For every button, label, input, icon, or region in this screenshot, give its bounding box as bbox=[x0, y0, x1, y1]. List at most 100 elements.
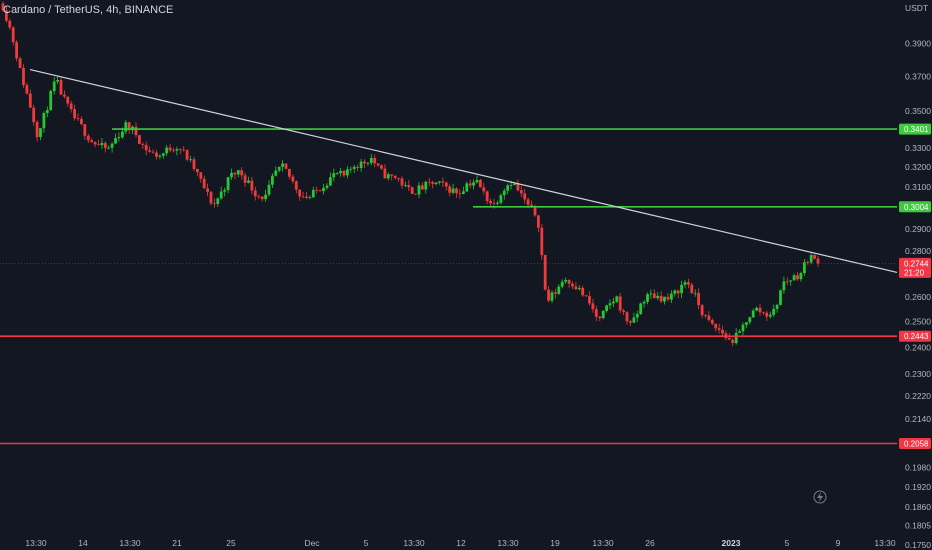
candle-body bbox=[305, 196, 308, 198]
candle-body bbox=[673, 290, 677, 294]
levels-layer bbox=[0, 128, 897, 445]
candle-body bbox=[175, 149, 179, 151]
x-tick-label: 5 bbox=[364, 538, 369, 548]
y-tick-label: 0.1805 bbox=[905, 521, 931, 531]
candle-body bbox=[635, 314, 639, 318]
candle-body bbox=[376, 163, 380, 166]
candle-body bbox=[369, 158, 373, 163]
candle-body bbox=[390, 174, 394, 176]
candle-body bbox=[298, 189, 302, 197]
x-tick-label: 2023 bbox=[722, 538, 741, 548]
candle-body bbox=[489, 200, 492, 204]
candle-body bbox=[165, 147, 169, 154]
candle-body bbox=[427, 181, 431, 183]
candle-body bbox=[768, 314, 772, 317]
candle-body bbox=[117, 137, 121, 139]
candle-body bbox=[540, 227, 544, 256]
x-axis[interactable]: 13:30 14 13:30 21 25 Dec 5 13:30 12 13:30 19 13:30 2… bbox=[25, 538, 896, 548]
candle-body bbox=[693, 292, 697, 294]
candle-body bbox=[758, 307, 762, 313]
candle-body bbox=[400, 178, 404, 186]
candle-body bbox=[257, 196, 261, 198]
candle-body bbox=[138, 135, 141, 144]
candle-body bbox=[185, 150, 189, 160]
candle-body bbox=[243, 175, 247, 183]
candle-body bbox=[670, 293, 673, 300]
y-tick-label: 0.2400 bbox=[905, 342, 931, 352]
candle-body bbox=[281, 163, 284, 167]
candle-body bbox=[216, 198, 220, 204]
candle-body bbox=[772, 308, 776, 315]
candle-body bbox=[294, 181, 298, 190]
candle-body bbox=[236, 170, 240, 175]
candle-body bbox=[274, 170, 278, 176]
candle-body bbox=[332, 173, 336, 178]
candle-body bbox=[608, 303, 612, 306]
level-price-label: 0.2058 bbox=[904, 440, 929, 449]
candle-body bbox=[499, 195, 503, 203]
candle-body bbox=[785, 281, 789, 283]
candle-body bbox=[656, 295, 660, 298]
x-tick-label: 9 bbox=[836, 538, 841, 548]
candle-body bbox=[352, 166, 356, 169]
y-tick-label: 0.1750 bbox=[905, 540, 931, 550]
y-tick-label: 0.2800 bbox=[905, 246, 931, 256]
candle-body bbox=[93, 142, 97, 145]
candle-body bbox=[441, 181, 445, 183]
candle-body bbox=[710, 320, 714, 324]
candle-body bbox=[206, 188, 209, 192]
candle-body bbox=[455, 188, 458, 194]
level-price-badge bbox=[899, 330, 931, 342]
candle-body bbox=[554, 292, 557, 294]
candle-body bbox=[209, 191, 213, 204]
level-price-label: 0.3401 bbox=[904, 125, 929, 134]
candle-body bbox=[479, 180, 482, 188]
candle-body bbox=[380, 165, 383, 169]
x-tick-label: 14 bbox=[78, 538, 88, 548]
candle-body bbox=[15, 42, 18, 59]
candle-body bbox=[465, 183, 469, 192]
y-tick-label: 0.1980 bbox=[905, 463, 931, 473]
y-tick-label: 0.1860 bbox=[905, 502, 931, 512]
candle-body bbox=[502, 190, 506, 196]
lightning-icon[interactable] bbox=[813, 490, 827, 504]
candle-body bbox=[550, 292, 554, 301]
candle-body bbox=[86, 135, 90, 141]
trendline[interactable] bbox=[29, 69, 898, 273]
candle-body bbox=[547, 289, 550, 301]
candle-body bbox=[612, 301, 615, 304]
candle-body bbox=[322, 187, 325, 192]
candle-body bbox=[663, 296, 666, 302]
candle-body bbox=[1, 3, 5, 11]
candle-body bbox=[151, 151, 155, 153]
candle-body bbox=[472, 182, 475, 186]
level-price-badge bbox=[899, 123, 931, 135]
candle-body bbox=[806, 262, 810, 264]
candle-body bbox=[196, 168, 199, 173]
candle-body bbox=[448, 186, 452, 193]
candle-body bbox=[107, 147, 111, 149]
currency-label: USDT bbox=[905, 3, 928, 13]
candle-body bbox=[731, 339, 735, 343]
candle-body bbox=[356, 166, 359, 168]
candle-body bbox=[404, 185, 407, 186]
last-price-badge bbox=[899, 257, 931, 278]
y-tick-label: 0.2500 bbox=[905, 317, 931, 327]
candle-body bbox=[639, 303, 643, 314]
x-tick-label: 19 bbox=[550, 538, 560, 548]
candle-body bbox=[277, 166, 281, 171]
candle-body bbox=[462, 191, 465, 194]
candle-body bbox=[796, 275, 799, 280]
candle-body bbox=[438, 181, 441, 183]
candle-body bbox=[755, 307, 758, 311]
candle-body bbox=[366, 162, 370, 164]
candle-body bbox=[247, 180, 250, 183]
y-tick-label: 0.3500 bbox=[905, 106, 931, 116]
candle-body bbox=[625, 312, 629, 322]
candle-body bbox=[591, 303, 595, 310]
candle-body bbox=[485, 191, 489, 201]
candle-body bbox=[594, 309, 598, 317]
candle-body bbox=[707, 315, 711, 320]
candles-layer bbox=[1, 1, 820, 347]
